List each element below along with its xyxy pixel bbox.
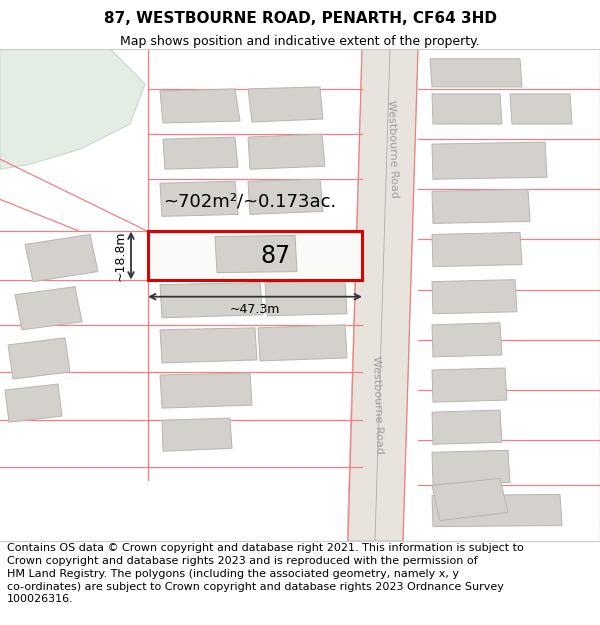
Polygon shape	[432, 94, 502, 124]
Polygon shape	[510, 94, 572, 124]
Text: Westbourne Road: Westbourne Road	[386, 100, 400, 198]
Text: Map shows position and indicative extent of the property.: Map shows position and indicative extent…	[120, 35, 480, 48]
Polygon shape	[160, 181, 238, 216]
Polygon shape	[432, 410, 502, 444]
Polygon shape	[160, 89, 240, 123]
Text: ~18.8m: ~18.8m	[114, 230, 127, 281]
Polygon shape	[432, 478, 508, 521]
Text: 87, WESTBOURNE ROAD, PENARTH, CF64 3HD: 87, WESTBOURNE ROAD, PENARTH, CF64 3HD	[104, 11, 497, 26]
Text: 87: 87	[260, 244, 290, 268]
Polygon shape	[432, 322, 502, 357]
Polygon shape	[160, 282, 263, 318]
Polygon shape	[25, 234, 98, 282]
Text: Westbourne Road: Westbourne Road	[371, 356, 385, 454]
Polygon shape	[163, 137, 238, 169]
Polygon shape	[430, 59, 522, 87]
Polygon shape	[5, 384, 62, 422]
Polygon shape	[160, 373, 252, 408]
Polygon shape	[432, 450, 510, 484]
Text: ~47.3m: ~47.3m	[230, 302, 280, 316]
Polygon shape	[162, 418, 232, 451]
Polygon shape	[432, 494, 562, 527]
Polygon shape	[432, 232, 522, 267]
Text: ~702m²/~0.173ac.: ~702m²/~0.173ac.	[163, 192, 336, 211]
Polygon shape	[248, 134, 325, 169]
Polygon shape	[258, 325, 347, 361]
Polygon shape	[15, 287, 82, 330]
Text: Contains OS data © Crown copyright and database right 2021. This information is : Contains OS data © Crown copyright and d…	[7, 543, 524, 604]
Polygon shape	[248, 87, 323, 122]
Polygon shape	[248, 179, 323, 214]
Polygon shape	[160, 328, 257, 363]
Polygon shape	[215, 236, 297, 272]
Polygon shape	[265, 281, 347, 316]
Polygon shape	[432, 368, 507, 402]
Polygon shape	[347, 49, 418, 541]
Polygon shape	[432, 189, 530, 223]
Polygon shape	[432, 142, 547, 179]
Bar	[148, 231, 362, 279]
Polygon shape	[8, 338, 70, 379]
Polygon shape	[0, 49, 145, 169]
Polygon shape	[432, 279, 517, 314]
